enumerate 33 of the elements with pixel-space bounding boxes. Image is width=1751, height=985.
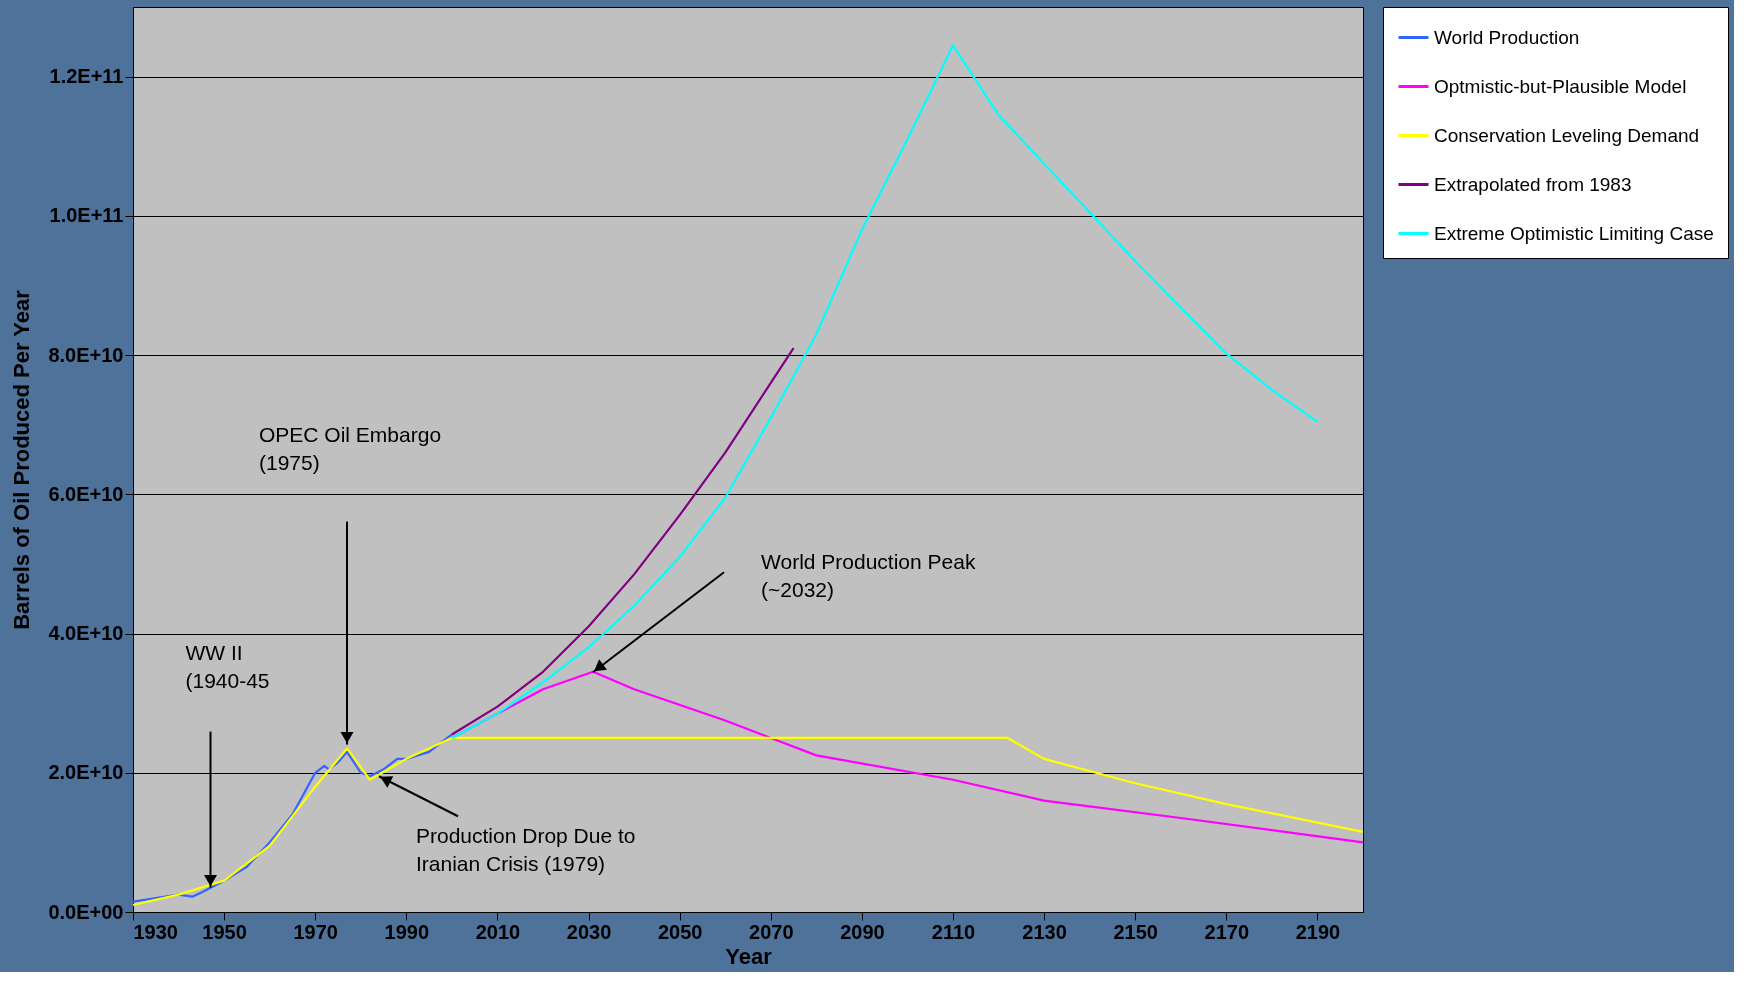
x-tick-label: 2110 <box>931 920 976 943</box>
x-tick-label: 1950 <box>202 920 247 943</box>
x-tick-label: 2190 <box>1295 920 1341 943</box>
x-tick-label: 2010 <box>475 920 521 943</box>
x-tick-label: 2050 <box>657 920 703 943</box>
x-tick-label: 2030 <box>566 920 612 943</box>
legend-label: World Production <box>1434 26 1580 48</box>
annotation: OPEC Oil Embargo (1975) <box>259 422 442 474</box>
legend-label: Extreme Optimistic Limiting Case <box>1434 222 1714 244</box>
x-tick-label: 2150 <box>1113 920 1158 943</box>
y-tick-label: 2.0E+10 <box>48 761 124 784</box>
legend-label: Optmistic-but-Plausible Model <box>1434 75 1687 97</box>
legend-label: Conservation Leveling Demand <box>1434 124 1700 146</box>
y-tick-label: 6.0E+10 <box>48 482 124 505</box>
y-tick-label: 4.0E+10 <box>48 622 124 645</box>
x-tick-label: 2130 <box>1022 920 1067 943</box>
annotation: WW II (1940-45 <box>185 640 270 692</box>
x-axis-title: Year <box>725 943 773 969</box>
line-series <box>450 44 1319 740</box>
x-tick-label: 2070 <box>749 920 794 943</box>
y-tick-label: 1.0E+11 <box>49 204 124 227</box>
legend-label: Extrapolated from 1983 <box>1434 173 1632 195</box>
y-tick-label: 0.0E+00 <box>48 900 124 923</box>
x-tick-label: 2170 <box>1204 920 1250 943</box>
x-tick-label: 1930 <box>133 920 178 943</box>
y-tick-label: 1.2E+11 <box>49 65 124 88</box>
y-axis-title: Barrels of Oil Produced Per Year <box>9 289 35 630</box>
x-tick-label: 2090 <box>840 920 885 943</box>
annotation: Production Drop Due to Iranian Crisis (1979) <box>416 824 636 876</box>
x-tick-label: 1990 <box>384 920 430 943</box>
y-tick-label: 8.0E+10 <box>48 343 124 366</box>
annotation: World Production Peak (~2032) <box>761 550 976 602</box>
x-tick-label: 1970 <box>293 920 338 943</box>
